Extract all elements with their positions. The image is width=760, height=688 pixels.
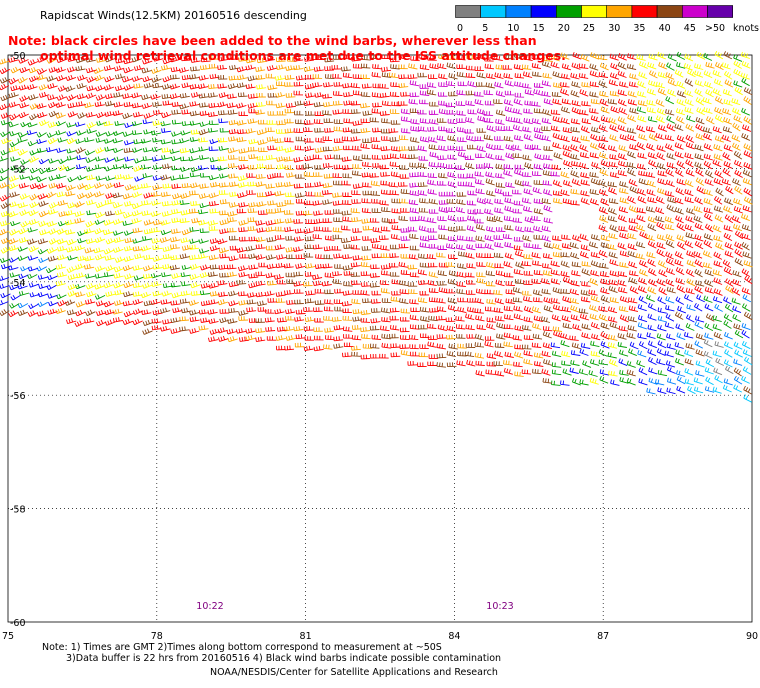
colorbar-label: 45 bbox=[684, 23, 696, 34]
colorbar-label: 10 bbox=[507, 23, 519, 34]
wind-barb-group bbox=[703, 339, 734, 376]
map-frame bbox=[7, 54, 753, 623]
colorbar-swatch bbox=[707, 5, 734, 18]
colorbar-label: 25 bbox=[583, 23, 595, 34]
wind-barb-group bbox=[0, 52, 753, 377]
wind-barb-group bbox=[0, 118, 750, 395]
wind-barb-group bbox=[684, 340, 753, 403]
wind-barb-group bbox=[0, 51, 751, 386]
map-grid bbox=[8, 55, 752, 622]
lon-tick-label: 87 bbox=[597, 631, 609, 642]
lon-tick-label: 84 bbox=[448, 631, 460, 642]
colorbar-label: 0 bbox=[457, 23, 463, 34]
colorbar-label: 15 bbox=[533, 23, 545, 34]
map-title: Rapidscat Winds(12.5KM) 20160516 descend… bbox=[40, 9, 307, 22]
colorbar-unit: knots bbox=[733, 23, 759, 34]
footer-credit: NOAA/NESDIS/Center for Satellite Applica… bbox=[210, 667, 498, 678]
wind-barb-group bbox=[0, 51, 753, 395]
lon-tick-label: 78 bbox=[151, 631, 163, 642]
lon-tick-label: 90 bbox=[746, 631, 758, 642]
axis-labels: -50 -52 -54 -56 -58 -60 75 78 81 84 87 90 10:22 10:23 bbox=[2, 51, 758, 642]
colorbar-label: 30 bbox=[608, 23, 620, 34]
note-line-2: optimal wind retrieval conditions are me… bbox=[40, 48, 566, 63]
lat-tick-label: -60 bbox=[10, 618, 26, 629]
red-note: Note: black circles have been added to t… bbox=[8, 33, 566, 63]
time-label: 10:22 bbox=[196, 601, 223, 612]
colorbar-label: 5 bbox=[482, 23, 488, 34]
colorbar-label: 40 bbox=[659, 23, 671, 34]
wind-barbs-layer bbox=[0, 50, 753, 403]
wind-speed-colorbar: 0 5 10 15 20 25 30 35 40 45 >50 knots bbox=[455, 5, 759, 34]
lat-tick-label: -50 bbox=[10, 51, 26, 62]
lat-tick-label: -52 bbox=[10, 164, 26, 175]
wind-barb-group bbox=[0, 50, 751, 385]
lat-tick-label: -56 bbox=[10, 391, 26, 402]
lon-tick-label: 81 bbox=[300, 631, 312, 642]
wind-barb-group bbox=[400, 79, 560, 251]
colorbar-label: >50 bbox=[705, 23, 725, 34]
lon-tick-label: 75 bbox=[2, 631, 14, 642]
note-line-1: Note: black circles have been added to t… bbox=[8, 33, 537, 48]
wind-barb-group bbox=[17, 257, 752, 395]
footer-note-2: 3)Data buffer is 22 hrs from 20160516 4)… bbox=[66, 653, 502, 664]
lat-tick-label: -58 bbox=[10, 505, 26, 516]
lat-tick-label: -54 bbox=[10, 278, 26, 289]
colorbar-label: 20 bbox=[558, 23, 570, 34]
footer-note-1: Note: 1) Times are GMT 2)Times along bot… bbox=[42, 642, 442, 653]
time-label: 10:23 bbox=[486, 601, 513, 612]
colorbar-label: 35 bbox=[633, 23, 645, 34]
